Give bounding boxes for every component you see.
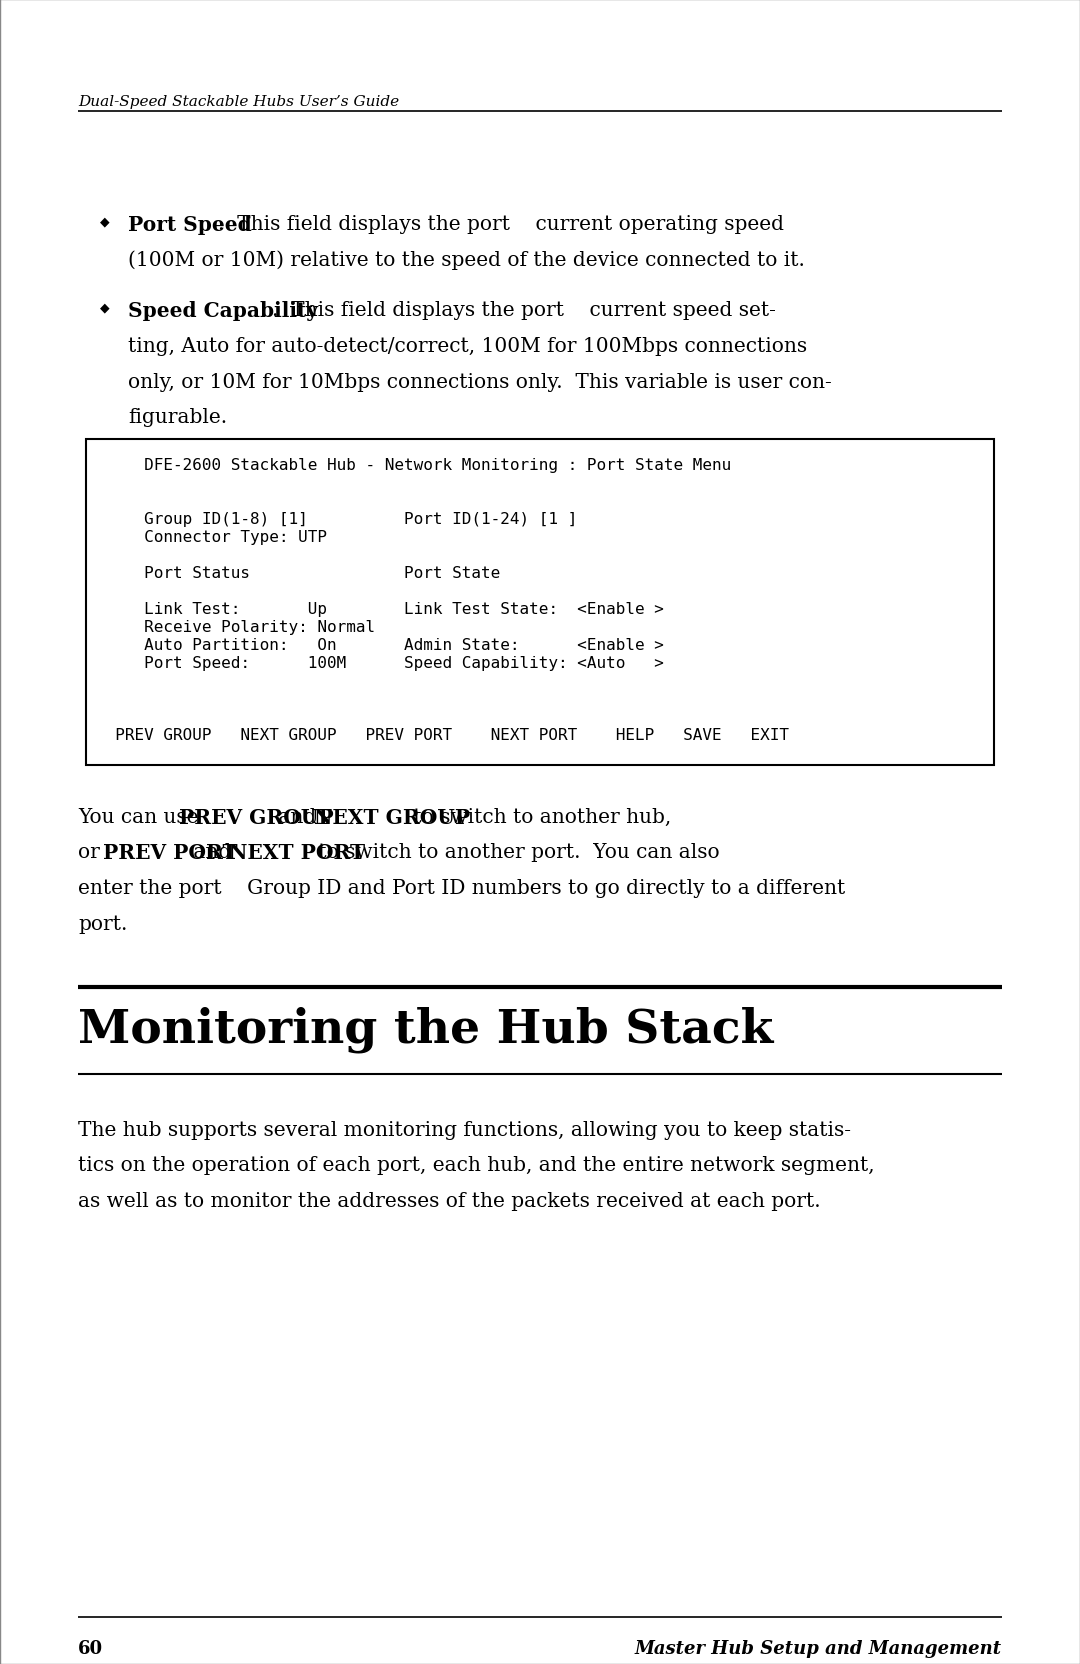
Text: figurable.: figurable.	[129, 408, 227, 428]
Text: The hub supports several monitoring functions, allowing you to keep statis-: The hub supports several monitoring func…	[78, 1120, 851, 1140]
Text: .  This field displays the port    current speed set-: . This field displays the port current s…	[272, 301, 775, 319]
Text: NEXT GROUP: NEXT GROUP	[314, 807, 470, 827]
Text: Port Status                Port State: Port Status Port State	[96, 566, 500, 581]
Text: .  This field displays the port    current operating speed: . This field displays the port current o…	[218, 215, 784, 235]
Text: Port Speed: Port Speed	[129, 215, 252, 235]
Text: ◆: ◆	[100, 301, 110, 314]
Text: You can use: You can use	[78, 807, 205, 827]
Text: or: or	[78, 844, 106, 862]
Text: only, or 10M for 10Mbps connections only.  This variable is user con-: only, or 10M for 10Mbps connections only…	[129, 373, 832, 391]
Text: DFE-2600 Stackable Hub - Network Monitoring : Port State Menu: DFE-2600 Stackable Hub - Network Monitor…	[96, 458, 731, 473]
Text: ◆: ◆	[100, 215, 110, 228]
Text: Connector Type: UTP: Connector Type: UTP	[96, 531, 327, 546]
Text: NEXT PORT: NEXT PORT	[229, 844, 365, 864]
Text: Link Test:       Up        Link Test State:  <Enable >: Link Test: Up Link Test State: <Enable >	[96, 602, 664, 617]
Text: (100M or 10M) relative to the speed of the device connected to it.: (100M or 10M) relative to the speed of t…	[129, 251, 805, 270]
Text: tics on the operation of each port, each hub, and the entire network segment,: tics on the operation of each port, each…	[78, 1156, 875, 1175]
Text: port.: port.	[78, 914, 127, 934]
Bar	[86, 441, 994, 765]
Text: to switch to another port.  You can also: to switch to another port. You can also	[312, 844, 720, 862]
Text: PREV GROUP: PREV GROUP	[179, 807, 334, 827]
Text: Port Speed:      100M      Speed Capability: <Auto   >: Port Speed: 100M Speed Capability: <Auto…	[96, 656, 664, 671]
Text: Group ID(1-8) [1]          Port ID(1-24) [1 ]: Group ID(1-8) [1] Port ID(1-24) [1 ]	[96, 513, 577, 527]
Text: ting, Auto for auto-detect/correct, 100M for 100Mbps connections: ting, Auto for auto-detect/correct, 100M…	[129, 336, 807, 356]
Text: and: and	[187, 844, 238, 862]
Text: to switch to another hub,: to switch to another hub,	[406, 807, 671, 827]
Text: as well as to monitor the addresses of the packets received at each port.: as well as to monitor the addresses of t…	[78, 1191, 821, 1210]
Text: Speed Capability: Speed Capability	[129, 301, 318, 321]
Text: Monitoring the Hub Stack: Monitoring the Hub Stack	[78, 1007, 773, 1053]
Text: Dual-Speed Stackable Hubs User’s Guide: Dual-Speed Stackable Hubs User’s Guide	[78, 95, 400, 108]
Text: Receive Polarity: Normal: Receive Polarity: Normal	[96, 621, 375, 636]
Text: and: and	[272, 807, 322, 827]
Text: PREV GROUP   NEXT GROUP   PREV PORT    NEXT PORT    HELP   SAVE   EXIT: PREV GROUP NEXT GROUP PREV PORT NEXT POR…	[96, 727, 789, 742]
Text: enter the port    Group ID and Port ID numbers to go directly to a different: enter the port Group ID and Port ID numb…	[78, 879, 846, 897]
Text: Auto Partition:   On       Admin State:      <Enable >: Auto Partition: On Admin State: <Enable …	[96, 637, 664, 652]
Text: Master Hub Setup and Management: Master Hub Setup and Management	[635, 1639, 1002, 1657]
Text: 60: 60	[78, 1639, 103, 1657]
Text: PREV PORT: PREV PORT	[104, 844, 238, 864]
